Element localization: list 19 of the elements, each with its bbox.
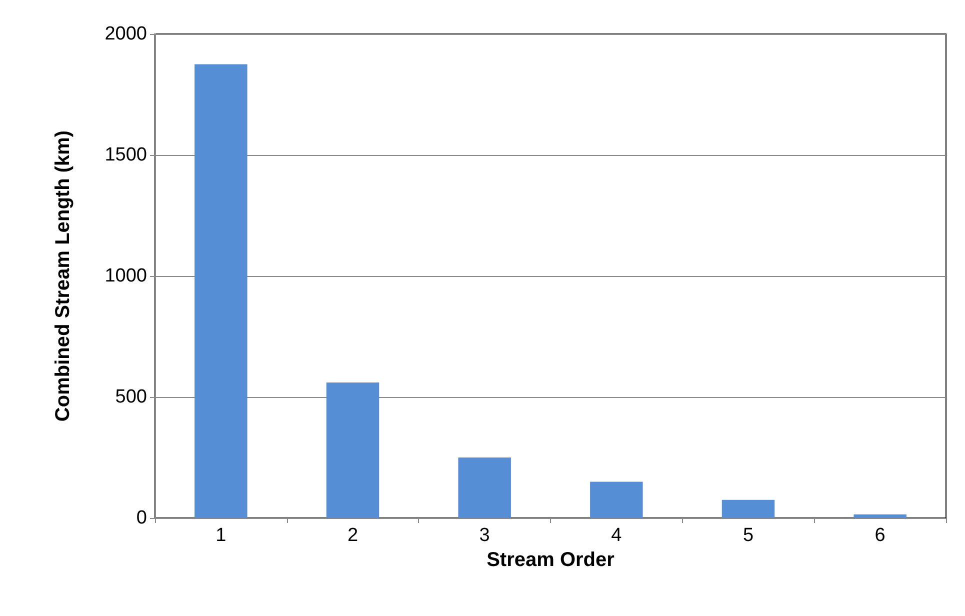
bar — [722, 500, 775, 518]
y-tick-label: 500 — [115, 386, 147, 408]
bar — [194, 64, 248, 518]
x-axis-title: Stream Order — [486, 549, 615, 571]
x-tick-label: 3 — [479, 525, 490, 546]
bar — [854, 514, 906, 518]
bar — [458, 458, 511, 518]
bar — [326, 382, 380, 518]
x-tick-label: 1 — [216, 525, 226, 546]
x-tick-label: 6 — [874, 525, 886, 546]
x-tick-label: 5 — [742, 525, 754, 546]
y-tick-label: 1500 — [104, 144, 147, 166]
y-tick-label: 0 — [136, 508, 147, 528]
y-axis-title: Combined Stream Length (km) — [52, 130, 74, 422]
x-tick-label: 2 — [347, 525, 358, 546]
bar — [590, 482, 643, 518]
y-tick-label: 2000 — [104, 24, 147, 44]
x-tick-label: 4 — [611, 525, 622, 546]
y-tick-label: 1000 — [104, 266, 147, 286]
